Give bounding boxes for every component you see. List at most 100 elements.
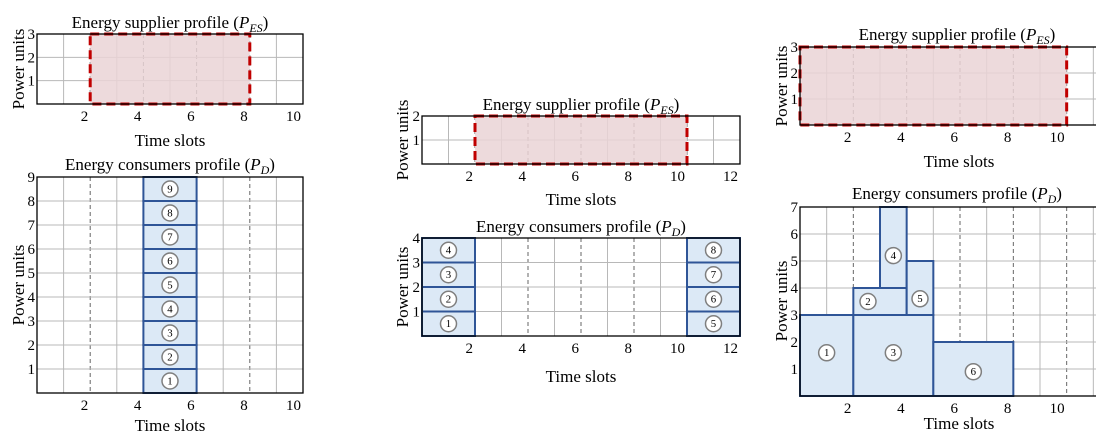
consumer-block-5 bbox=[905, 260, 935, 316]
block-label: 2 bbox=[446, 294, 451, 306]
x-axis-label: Time slots bbox=[924, 414, 995, 433]
block-label: 2 bbox=[865, 296, 870, 308]
chart-title: Energy supplier profile (PES) bbox=[483, 95, 680, 117]
x-tick-label: 6 bbox=[951, 401, 959, 417]
block-label: 4 bbox=[891, 250, 897, 262]
block-label-circle bbox=[964, 362, 983, 381]
chart-title: Energy supplier profile (PES) bbox=[859, 25, 1056, 47]
chart-title: Energy consumers profile (PD) bbox=[476, 217, 686, 239]
x-axis-label: Time slots bbox=[924, 152, 995, 171]
y-tick-label: 6 bbox=[28, 242, 36, 258]
x-tick-label: 10 bbox=[670, 169, 685, 185]
block-label: 8 bbox=[711, 245, 716, 257]
block-label-circle bbox=[161, 180, 179, 198]
block-label-circle bbox=[704, 290, 723, 308]
x-axis-label: Time slots bbox=[135, 131, 206, 150]
y-axis-label: Power units bbox=[9, 29, 28, 110]
block-label-circle bbox=[704, 266, 723, 284]
x-axis-label: Time slots bbox=[546, 367, 617, 386]
y-tick-label: 1 bbox=[413, 133, 421, 149]
block-label-circle bbox=[884, 246, 903, 265]
block-label: 5 bbox=[711, 318, 716, 330]
y-tick-label: 5 bbox=[28, 266, 36, 282]
x-tick-label: 6 bbox=[572, 341, 580, 357]
block-label: 3 bbox=[446, 269, 451, 281]
x-tick-label: 10 bbox=[1050, 401, 1065, 417]
x-tick-label: 8 bbox=[240, 109, 248, 125]
x-tick-label: 2 bbox=[466, 169, 474, 185]
x-tick-label: 6 bbox=[572, 169, 580, 185]
block-label-circle bbox=[161, 324, 179, 342]
block-label: 3 bbox=[167, 327, 172, 339]
y-tick-label: 3 bbox=[413, 256, 421, 272]
block-label: 6 bbox=[711, 294, 717, 306]
block-label: 7 bbox=[711, 269, 717, 281]
block-label-circle bbox=[704, 241, 723, 259]
block-label: 4 bbox=[167, 303, 173, 315]
x-tick-label: 8 bbox=[625, 169, 633, 185]
chart-title: Energy consumers profile (PD) bbox=[852, 184, 1062, 206]
block-label-circle bbox=[439, 315, 458, 333]
block-label: 3 bbox=[891, 347, 896, 359]
chart-title: Energy consumers profile (PD) bbox=[65, 155, 275, 177]
x-tick-label: 12 bbox=[723, 341, 738, 357]
y-tick-label: 3 bbox=[28, 314, 36, 330]
plot-frame bbox=[36, 176, 304, 394]
plot-frame bbox=[799, 46, 1096, 126]
y-axis-label: Power units bbox=[772, 261, 791, 342]
x-tick-label: 2 bbox=[844, 130, 852, 146]
block-label-circle bbox=[439, 266, 458, 284]
y-tick-label: 3 bbox=[791, 308, 799, 324]
block-label-circle bbox=[161, 204, 179, 222]
block-label-circle bbox=[859, 292, 877, 311]
y-tick-label: 7 bbox=[791, 200, 799, 216]
block-label-circle bbox=[704, 315, 723, 333]
y-tick-label: 7 bbox=[28, 218, 36, 234]
x-tick-label: 2 bbox=[466, 341, 474, 357]
x-tick-label: 4 bbox=[519, 169, 527, 185]
y-tick-label: 1 bbox=[413, 305, 421, 321]
x-tick-label: 6 bbox=[187, 398, 195, 414]
y-tick-label: 6 bbox=[791, 227, 799, 243]
block-label: 6 bbox=[167, 255, 173, 267]
y-tick-label: 4 bbox=[791, 281, 799, 297]
y-tick-label: 2 bbox=[413, 280, 421, 296]
y-tick-label: 2 bbox=[791, 66, 799, 82]
block-label-circle bbox=[884, 344, 903, 362]
y-tick-label: 3 bbox=[791, 40, 799, 56]
x-tick-label: 10 bbox=[286, 398, 301, 414]
x-axis-label: Time slots bbox=[135, 416, 206, 435]
y-tick-label: 1 bbox=[28, 362, 36, 378]
chart-title: Energy supplier profile (PES) bbox=[72, 13, 269, 35]
block-label: 5 bbox=[917, 293, 922, 305]
block-label-circle bbox=[161, 228, 179, 246]
supplier-area bbox=[798, 45, 1069, 127]
y-tick-label: 4 bbox=[28, 290, 36, 306]
x-tick-label: 12 bbox=[723, 169, 738, 185]
block-label: 6 bbox=[971, 366, 977, 378]
y-tick-label: 2 bbox=[413, 109, 421, 125]
x-tick-label: 6 bbox=[951, 130, 959, 146]
plot-frame bbox=[799, 206, 1096, 397]
y-tick-label: 2 bbox=[28, 50, 36, 66]
y-axis-label: Power units bbox=[393, 247, 412, 328]
y-tick-label: 3 bbox=[28, 27, 36, 43]
x-tick-label: 2 bbox=[81, 398, 89, 414]
y-tick-label: 2 bbox=[791, 335, 799, 351]
y-axis-label: Power units bbox=[9, 245, 28, 326]
y-axis-label: Power units bbox=[772, 46, 791, 127]
block-label: 1 bbox=[446, 318, 451, 330]
plot-frame bbox=[36, 33, 304, 105]
x-tick-label: 8 bbox=[1004, 130, 1012, 146]
y-tick-label: 4 bbox=[413, 231, 421, 247]
y-axis-label: Power units bbox=[393, 100, 412, 181]
x-tick-label: 4 bbox=[134, 109, 142, 125]
y-tick-label: 5 bbox=[791, 254, 799, 270]
block-label-circle bbox=[161, 372, 179, 390]
x-tick-label: 8 bbox=[625, 341, 633, 357]
